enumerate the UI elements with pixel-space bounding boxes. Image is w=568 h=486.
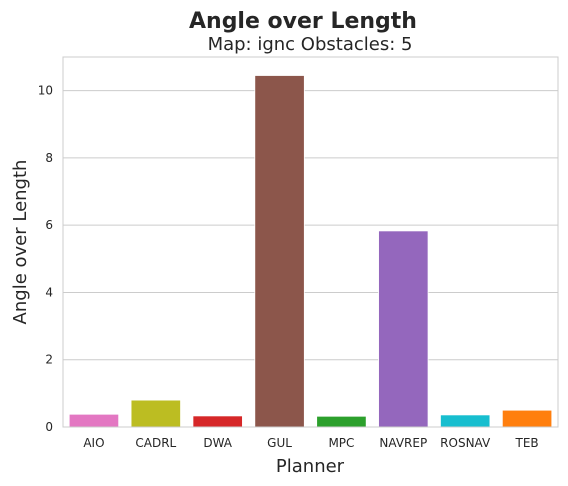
bars [68, 75, 553, 428]
x-tick-label: TEB [514, 436, 538, 450]
y-tick-label: 4 [45, 285, 53, 299]
chart-title: Angle over Length [189, 9, 417, 34]
y-tick-label: 0 [45, 420, 53, 434]
x-tick-label: NAVREP [379, 436, 427, 450]
x-tick-label: CADRL [135, 436, 176, 450]
y-axis-label: Angle over Length [10, 160, 31, 325]
x-axis-label: Planner [276, 456, 345, 477]
bar-teb [501, 409, 553, 428]
x-axis-ticks: AIO CADRL DWA GUL MPC NAVREP ROSNAV TEB [83, 436, 538, 450]
x-tick-label: GUL [267, 436, 292, 450]
y-tick-label: 8 [45, 151, 53, 165]
bar-dwa [192, 415, 243, 428]
bar-gul [254, 75, 305, 428]
x-tick-label: ROSNAV [440, 436, 491, 450]
bar-aio [68, 413, 120, 428]
bar-cadrl [130, 399, 181, 428]
bar-navrep [378, 230, 429, 428]
x-tick-label: MPC [328, 436, 354, 450]
plot-frame [62, 56, 559, 428]
y-axis-ticks: 0 2 4 6 8 10 [38, 84, 53, 434]
chart-subtitle: Map: ignc Obstacles: 5 [208, 34, 413, 55]
x-tick-label: DWA [203, 436, 232, 450]
bar-rosnav [440, 414, 491, 428]
y-tick-label: 10 [38, 84, 53, 98]
y-tick-label: 6 [45, 218, 53, 232]
gridlines [63, 90, 558, 428]
y-tick-label: 2 [45, 353, 53, 367]
x-tick-label: AIO [83, 436, 104, 450]
bar-mpc [316, 415, 367, 428]
